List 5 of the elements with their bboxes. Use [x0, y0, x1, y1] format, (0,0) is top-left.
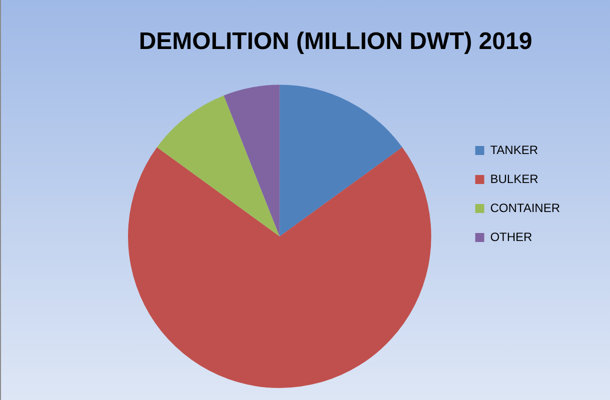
legend-label: BULKER [490, 172, 539, 186]
legend-label: OTHER [490, 230, 533, 244]
legend-label: TANKER [490, 142, 538, 157]
chart-title: DEMOLITION (MILLION DWT) 2019 [138, 28, 532, 56]
legend-label: CONTAINER [490, 200, 560, 215]
